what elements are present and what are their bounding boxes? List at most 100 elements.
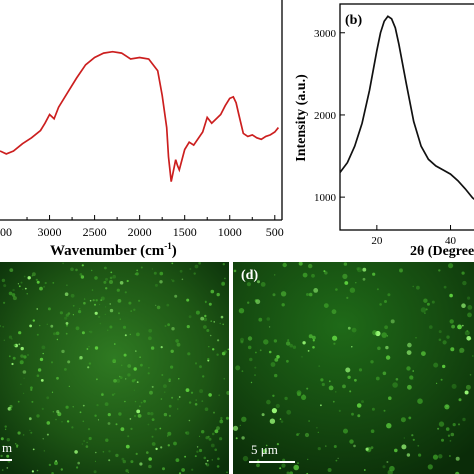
fluorescent-particle — [261, 413, 265, 417]
fluorescent-particle — [449, 319, 454, 324]
fluorescent-particle — [361, 400, 364, 404]
fluorescent-particle — [194, 264, 199, 269]
fluorescent-particle — [382, 465, 386, 469]
fluorescent-particle — [120, 427, 125, 432]
fluorescent-particle — [28, 417, 32, 421]
fluorescent-particle — [171, 279, 173, 281]
fluorescent-particle — [467, 312, 472, 318]
fluorescent-particle — [134, 400, 137, 403]
fluorescent-particle — [412, 438, 415, 441]
fluorescent-particle — [254, 299, 258, 303]
fluorescent-particle — [130, 460, 134, 464]
fluorescent-particle — [297, 462, 299, 464]
fluorescent-particle — [104, 266, 107, 270]
fluorescent-particle — [138, 299, 141, 302]
fluorescent-particle — [115, 423, 118, 426]
fluorescent-particle — [210, 443, 215, 448]
fluorescent-particle — [308, 420, 310, 422]
fluorescent-particle — [160, 346, 163, 349]
fluorescent-particle — [235, 365, 241, 371]
fluorescent-particle — [24, 287, 27, 290]
fluorescent-particle — [127, 373, 131, 377]
fluorescence-image-d: (d) 5 μm — [233, 262, 474, 474]
fluorescent-particle — [23, 377, 25, 379]
fluorescent-particle — [3, 301, 6, 304]
fluorescent-particle — [308, 334, 313, 339]
fluorescent-particle — [333, 342, 336, 345]
fluorescent-particle — [273, 339, 278, 343]
fluorescent-particle — [186, 298, 190, 302]
fluorescent-particle — [79, 356, 83, 360]
fluorescent-particle — [191, 468, 194, 471]
fluorescent-particle — [74, 450, 78, 454]
fluorescent-particle — [345, 367, 351, 373]
fluorescent-particle — [312, 339, 315, 342]
fluorescent-particle — [332, 335, 338, 341]
fluorescent-particle — [362, 267, 367, 272]
fluorescent-particle — [189, 268, 192, 270]
fluorescent-particle — [9, 408, 12, 411]
fluorescent-particle — [451, 383, 457, 389]
fluorescent-particle — [60, 468, 63, 471]
fluorescent-particle — [357, 414, 361, 418]
fluorescent-particle — [161, 374, 164, 376]
fluorescent-particle — [17, 283, 19, 285]
fluorescent-particle — [469, 374, 472, 376]
fluorescent-particle — [146, 451, 149, 454]
fluorescent-particle — [406, 453, 411, 457]
fluorescent-particle — [1, 278, 6, 283]
fluorescent-particle — [72, 406, 74, 408]
fluorescent-particle — [8, 355, 11, 358]
fluorescent-particle — [87, 428, 91, 431]
fluorescent-particle — [50, 324, 54, 328]
fluorescent-particle — [266, 399, 271, 405]
fluorescent-particle — [370, 446, 374, 449]
fluorescent-particle — [250, 381, 253, 384]
fluorescent-particle — [412, 378, 414, 380]
fluorescent-particle — [214, 429, 219, 434]
fluorescent-particle — [208, 346, 210, 348]
fluorescent-particle — [99, 322, 102, 325]
fluorescent-particle — [204, 300, 207, 303]
fluorescent-particle — [52, 411, 54, 413]
fluorescent-particle — [109, 325, 113, 329]
fluorescent-particle — [29, 429, 31, 431]
fluorescent-particle — [274, 274, 276, 276]
fluorescent-particle — [210, 289, 215, 294]
fluorescent-particle — [461, 324, 464, 327]
fluorescent-particle — [327, 468, 332, 472]
fluorescent-particle — [124, 291, 127, 294]
fluorescent-particle — [347, 326, 351, 330]
fluorescent-particle — [420, 307, 427, 313]
fluorescent-particle — [175, 339, 179, 343]
fluorescent-particle — [448, 263, 454, 269]
fluorescent-particle — [324, 271, 328, 275]
fluorescent-particle — [450, 347, 455, 352]
fluorescent-particle — [363, 469, 366, 471]
fluorescent-particle — [187, 352, 191, 356]
fluorescent-particle — [124, 400, 126, 403]
fluorescent-particle — [2, 325, 5, 328]
fluorescent-particle — [100, 299, 103, 301]
fluorescent-particle — [148, 367, 150, 369]
fluorescent-particle — [217, 339, 220, 342]
fluorescent-particle — [282, 458, 286, 462]
xrd-y-tick-label: 3000 — [314, 28, 337, 40]
fluorescent-particle — [96, 378, 98, 381]
fluorescent-particle — [442, 340, 447, 345]
fluorescent-particle — [218, 394, 221, 397]
fluorescent-particle — [462, 280, 467, 286]
fluorescent-particle — [42, 352, 44, 355]
fluorescent-particle — [65, 324, 69, 327]
xrd-y-axis-title: Intensity (a.u.) — [294, 74, 309, 162]
fluorescent-particle — [89, 330, 93, 334]
fluorescent-particle — [418, 453, 422, 457]
fluorescent-particle — [131, 379, 135, 383]
fluorescent-particle — [312, 346, 315, 349]
fluorescent-particle — [306, 387, 309, 390]
fluorescent-particle — [235, 437, 238, 440]
fluorescent-particle — [387, 293, 391, 297]
fluorescent-particle — [43, 285, 46, 288]
fluorescent-particle — [41, 345, 46, 350]
fluorescent-particle — [72, 304, 75, 307]
